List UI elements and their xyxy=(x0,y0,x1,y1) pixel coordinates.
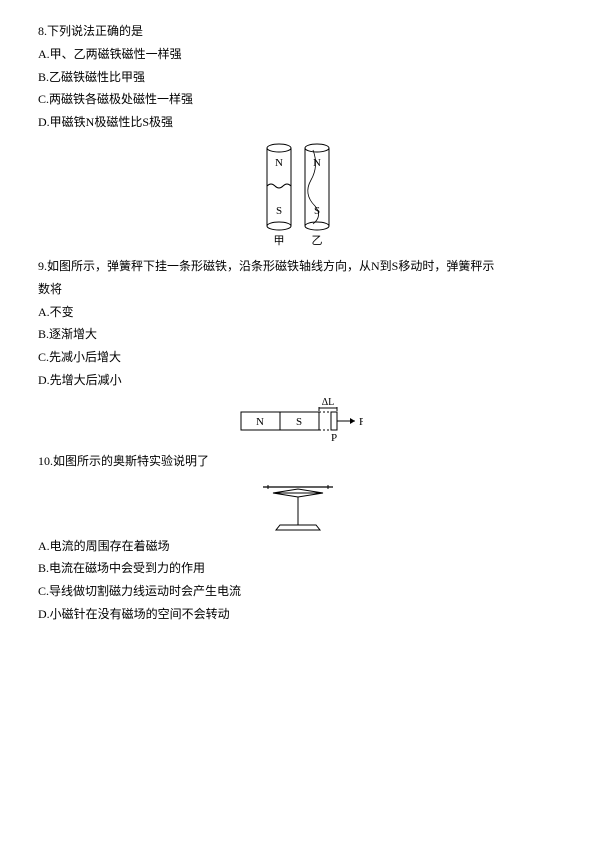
q10-figure xyxy=(258,475,338,533)
q8-fig-left-S: S xyxy=(275,205,281,217)
q10-opt-a: A.电流的周围存在着磁场 xyxy=(38,535,557,558)
q8-fig-right-label: 乙 xyxy=(311,234,322,247)
q8-opt-d: D.甲磁铁N极磁性比S极强 xyxy=(38,111,316,134)
q9-fig-S: S xyxy=(295,416,301,428)
question-8: 8.下列说法正确的是 A.甲、乙两磁铁磁性一样强 B.乙磁铁磁性比甲强 C.两磁… xyxy=(38,20,557,251)
q9-opt-d: D.先增大后减小 xyxy=(38,369,316,392)
question-10: 10.如图所示的奥斯特实验说明了 A.电流的周围存在着磁场 B.电流在磁场中会受… xyxy=(38,450,557,626)
q9-fig-dL: ΔL xyxy=(321,397,334,408)
q10-opt-c: C.导线做切割磁力线运动时会产生电流 xyxy=(38,580,557,603)
q8-opt-b: B.乙磁铁磁性比甲强 xyxy=(38,66,316,89)
q9-opt-a: A.不变 xyxy=(38,301,316,324)
q9-figure: N S ΔL F P xyxy=(233,394,363,446)
q9-opt-b: B.逐渐增大 xyxy=(38,323,316,346)
page-container: 8.下列说法正确的是 A.甲、乙两磁铁磁性一样强 B.乙磁铁磁性比甲强 C.两磁… xyxy=(0,0,595,650)
q10-stem: 10.如图所示的奥斯特实验说明了 xyxy=(38,450,557,473)
q10-opt-d: D.小磁针在没有磁场的空间不会转动 xyxy=(38,603,557,626)
q8-fig-left-N: N xyxy=(275,157,283,169)
q8-figure: N S 甲 N S 乙 xyxy=(253,136,343,251)
q9-stem-b: 数将 xyxy=(38,278,557,301)
q10-opt-b: B.电流在磁场中会受到力的作用 xyxy=(38,557,557,580)
q9-fig-P: P xyxy=(330,432,336,444)
q8-fig-right-N: N xyxy=(313,157,321,169)
q9-fig-F: F xyxy=(359,416,363,428)
q9-stem-a: 9.如图所示，弹簧秤下挂一条形磁铁，沿条形磁铁轴线方向，从N到S移动时，弹簧秤示 xyxy=(38,255,557,278)
q8-stem: 8.下列说法正确的是 xyxy=(38,20,557,43)
q9-fig-N: N xyxy=(256,416,264,428)
q9-opt-c: C.先减小后增大 xyxy=(38,346,316,369)
q8-opt-c: C.两磁铁各磁极处磁性一样强 xyxy=(38,88,316,111)
q8-fig-left-label: 甲 xyxy=(273,235,284,247)
q8-opt-a: A.甲、乙两磁铁磁性一样强 xyxy=(38,43,316,66)
q8-fig-right-S: S xyxy=(313,205,319,217)
question-9: 9.如图所示，弹簧秤下挂一条形磁铁，沿条形磁铁轴线方向，从N到S移动时，弹簧秤示… xyxy=(38,255,557,446)
